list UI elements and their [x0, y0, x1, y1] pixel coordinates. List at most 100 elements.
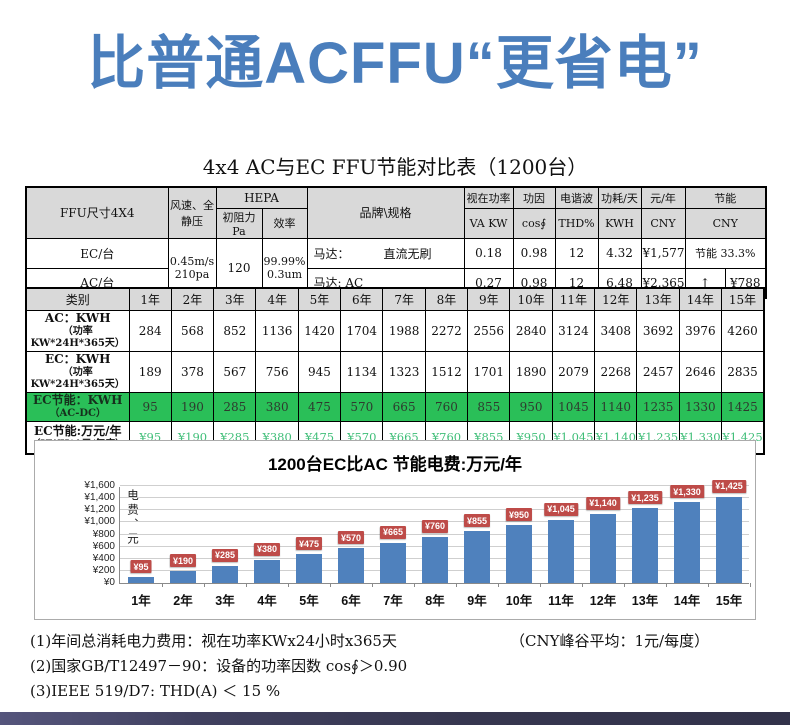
footnote-2: (2)国家GB/T12497－90：设备的功率因数 cos∮＞0.90	[30, 657, 408, 675]
x-axis-tick	[162, 583, 163, 587]
value-cell: 1323	[382, 350, 426, 393]
x-axis-tick	[414, 583, 415, 587]
x-axis-tick	[750, 583, 751, 587]
chart-bar	[464, 531, 490, 583]
year-header-cell: 10年	[509, 287, 553, 311]
year-header-cell: 7年	[382, 287, 426, 311]
value-cell: 2840	[509, 309, 553, 352]
year-table: 类别 1年 2年 3年 4年 5年 6年 7年 8年 9年 10年 11年 12年 13年 14年 15年 …	[25, 287, 765, 455]
year-header-cell: 9年	[467, 287, 511, 311]
chart-bar	[380, 542, 406, 583]
value-cell: 2556	[467, 309, 511, 352]
ec-kwh: 4.32	[597, 237, 642, 269]
spec-table: FFU尺寸4X4 风速、全静压 HEPA 品牌\规格 视在功率 功因 电谐波 功…	[25, 186, 767, 299]
x-axis-label: 1年	[131, 594, 151, 608]
x-axis-label: 5年	[299, 594, 319, 608]
value-cell: 3124	[551, 309, 596, 352]
header-ffu-size: FFU尺寸4X4	[25, 186, 169, 239]
value-cell: 285	[213, 391, 257, 422]
chart-bar	[170, 571, 196, 583]
ec-thd: 12	[554, 237, 599, 269]
table-row: AC：KWH （功率KW*24H*365天） 284 568 852 1136 1420 17…	[25, 309, 765, 352]
value-cell: 189	[128, 350, 172, 393]
bar-data-label: ¥950	[505, 508, 533, 522]
ec-saving: 节能 33.3%	[684, 237, 767, 269]
value-cell: 1701	[467, 350, 511, 393]
x-axis-label: 14年	[673, 594, 701, 608]
chart-bar	[296, 554, 322, 583]
value-cell: 2457	[636, 350, 680, 393]
bar-data-label: ¥95	[130, 560, 152, 574]
x-axis-label: 4年	[257, 594, 277, 608]
year-header-cell: 3年	[213, 287, 257, 311]
bar-data-label: ¥665	[379, 525, 407, 539]
header-cost-year: 元/年	[640, 186, 686, 209]
year-header-cell: 8年	[424, 287, 469, 311]
chart-bar	[212, 565, 238, 583]
x-axis-tick	[540, 583, 541, 587]
value-cell: 190	[170, 391, 215, 422]
header-thd: THD%	[554, 207, 599, 239]
header-apparent-power: 视在功率	[463, 186, 514, 209]
x-axis-label: 12年	[589, 594, 617, 608]
year-header-cell: 12年	[594, 287, 638, 311]
x-axis-tick	[288, 583, 289, 587]
value-cell: 4260	[721, 309, 765, 352]
x-axis-tick	[498, 583, 499, 587]
gridline	[120, 485, 749, 486]
row-label: AC：KWH （功率KW*24H*365天）	[25, 309, 130, 352]
value-cell: 567	[213, 350, 257, 393]
value-cell: 1134	[340, 350, 384, 393]
value-cell: 1045	[551, 391, 596, 422]
value-cell: 2835	[721, 350, 765, 393]
chart-bar	[716, 496, 742, 583]
row-label: EC：KWH （功率KW*24H*365天）	[25, 350, 130, 393]
value-cell: 1425	[721, 391, 765, 422]
x-axis-tick	[708, 583, 709, 587]
header-hepa-efficiency: 效率	[261, 207, 308, 239]
year-header-cell: 2年	[170, 287, 215, 311]
x-axis-tick	[456, 583, 457, 587]
row-label: EC节能：KWH （AC-DC）	[25, 391, 130, 422]
y-axis-tick: ¥600	[92, 540, 115, 552]
value-cell: 568	[170, 309, 215, 352]
x-axis-label: 10年	[505, 594, 533, 608]
y-axis-tick: ¥1,000	[84, 516, 115, 528]
value-cell: 1136	[255, 309, 299, 352]
footnote-3: (3)IEEE 519/D7: THD(A) ＜ 15 %	[30, 682, 281, 700]
x-axis-label: 11年	[548, 594, 574, 608]
x-axis-label: 2年	[173, 594, 193, 608]
chart-plot: 电费、元 ¥0 ¥200 ¥400 ¥600 ¥800 ¥1,000 ¥1,200 ¥1,40…	[84, 479, 751, 608]
bar-data-label: ¥1,330	[670, 485, 704, 499]
efficiency-pct: 99.99%	[263, 254, 306, 268]
header-hepa-resistance: 初阻力Pa	[215, 207, 263, 239]
chart-title: 1200台EC比AC 节能电费:万元/年	[267, 455, 523, 474]
header-consumption-day: 功耗/天	[597, 186, 642, 209]
year-header-cell: 15年	[721, 287, 765, 311]
value-cell: 1890	[509, 350, 553, 393]
value-cell: 2646	[678, 350, 723, 393]
x-axis-label: 13年	[631, 594, 659, 608]
value-cell: 945	[297, 350, 342, 393]
value-cell: 1420	[297, 309, 342, 352]
bar-data-label: ¥1,235	[628, 491, 662, 505]
x-axis-label: 8年	[425, 594, 445, 608]
gridline	[120, 533, 749, 535]
x-axis-label: 9年	[467, 594, 487, 608]
static-pressure: 210pa	[174, 267, 210, 281]
value-cell: 378	[170, 350, 215, 393]
y-axis-tick: ¥0	[103, 577, 115, 588]
chart-bar	[548, 519, 574, 583]
year-header-row: 类别 1年 2年 3年 4年 5年 6年 7年 8年 9年 10年 11年 12年 13年 14年 15年	[25, 287, 765, 311]
x-axis-tick	[582, 583, 583, 587]
bar-data-label: ¥380	[253, 542, 281, 556]
header-cny: CNY	[640, 207, 686, 239]
bar-data-label: ¥570	[337, 531, 365, 545]
value-cell: 756	[255, 350, 299, 393]
value-cell: 3692	[636, 309, 680, 352]
value-cell: 1235	[636, 391, 680, 422]
value-cell: 3408	[594, 309, 638, 352]
ec-cos: 0.98	[512, 237, 556, 269]
value-cell: 760	[424, 391, 469, 422]
value-cell: 1330	[678, 391, 723, 422]
